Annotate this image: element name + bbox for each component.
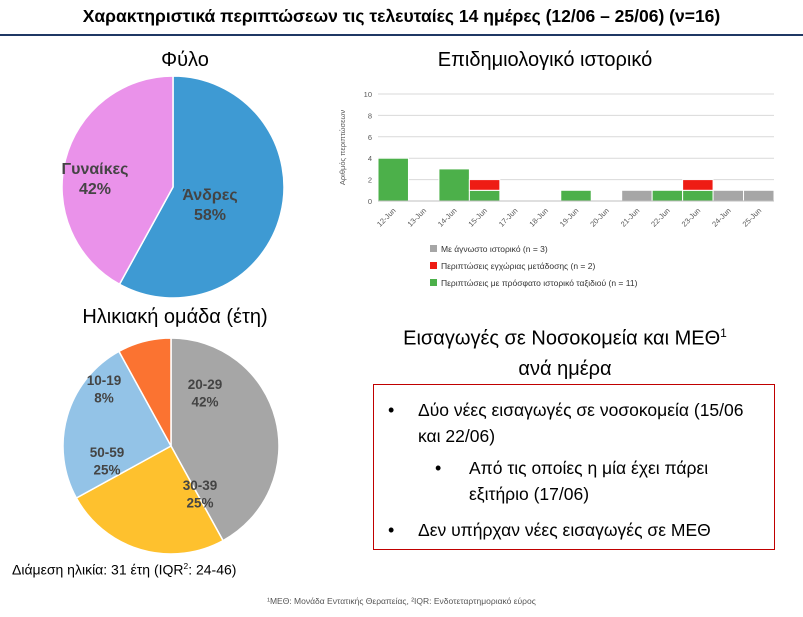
age-pie-label-4: 10-19 <box>87 373 122 388</box>
age-pie-slice-1 <box>170 337 280 542</box>
age-chart-title: Ηλικιακή ομάδα (έτη) <box>82 306 268 328</box>
epi-legend-swatch-2 <box>430 262 437 269</box>
epi-bar-chart: 0 2 4 6 8 10 Αριθμός περιπτώσεων 12-Jun 13-Jun 14… <box>338 90 775 229</box>
admissions-sub-bullet: Από τις οποίες η μία έχει πάρει εξιτήριο… <box>469 458 709 504</box>
epi-legend-swatch-1 <box>430 245 437 252</box>
epi-legend-label-1: Με άγνωστο ιστορικό (n = 3) <box>441 244 548 254</box>
epi-bar-1-19-Jun <box>560 189 592 202</box>
age-pie-value-label-1: 42% <box>191 395 218 410</box>
epi-bar-2-15-Jun <box>468 179 501 191</box>
epi-bar-1-14-Jun <box>438 168 470 202</box>
admissions-box: • Δύο νέες εισαγωγές σε νοσοκομεία (15/0… <box>373 384 775 550</box>
age-pie-label-3: 50-59 <box>90 445 125 460</box>
median-age-range: : 24-46) <box>188 561 237 578</box>
footnote: ¹ΜΕΘ: Μονάδα Εντατικής Θεραπείας, ²IQR: … <box>267 596 536 606</box>
age-pie-value-label-3: 25% <box>93 463 120 478</box>
epi-xtick-12-Jun: 12-Jun <box>375 206 398 229</box>
title-divider <box>0 34 803 36</box>
epi-legend-label-3: Περιπτώσεις με πρόσφατο ιστορικό ταξιδιο… <box>441 278 638 288</box>
epi-ytick-1: 0 <box>368 197 372 206</box>
epi-bar-2-23-Jun <box>682 179 714 191</box>
epi-ytick-6: 10 <box>364 90 372 99</box>
admissions-title: Εισαγωγές σε Νοσοκομεία και ΜΕΘ1 ανά ημέρ… <box>390 318 740 384</box>
sex-pie-value-label-2: 42% <box>79 181 111 198</box>
epi-chart-title: Επιδημιολογικό ιστορικό <box>437 49 653 71</box>
epi-bar-3-25-Jun <box>743 189 775 202</box>
sex-chart-title: Φύλο <box>161 49 209 71</box>
age-pie-label-2: 30-39 <box>183 478 218 493</box>
page-title: Χαρακτηριστικά περιπτώσεων τις τελευταίε… <box>82 6 721 26</box>
epi-xtick-21-Jun: 21-Jun <box>619 206 642 229</box>
epi-xtick-19-Jun: 19-Jun <box>558 206 581 229</box>
epi-xtick-15-Jun: 15-Jun <box>466 206 489 229</box>
bullet-dot-2: • <box>388 520 395 540</box>
sex-pie-slice-1 <box>118 76 285 299</box>
epi-ytick-4: 6 <box>368 133 372 142</box>
epi-xtick-25-Jun: 25-Jun <box>741 206 764 229</box>
epi-xtick-14-Jun: 14-Jun <box>436 206 459 229</box>
age-pie-value-label-4: 8% <box>94 391 114 406</box>
age-pie-slice-2 <box>75 444 225 555</box>
epi-legend: Με άγνωστο ιστορικό (n = 3) Περιπτώσεις ε… <box>430 244 760 294</box>
admissions-bullet-1: Δύο νέες εισαγωγές σε νοσοκομεία (15/06 … <box>418 400 744 446</box>
epi-y-axis-label: Αριθμός περιπτώσεων <box>338 110 347 185</box>
epi-ytick-2: 2 <box>368 176 372 185</box>
epi-xtick-18-Jun: 18-Jun <box>527 206 550 229</box>
epi-legend-swatch-3 <box>430 279 437 286</box>
epi-bar-3-21-Jun <box>621 189 653 202</box>
age-pie-label-1: 20-29 <box>188 377 223 392</box>
admissions-title-line1: Εισαγωγές σε Νοσοκομεία και ΜΕΘ <box>403 327 721 350</box>
epi-xtick-24-Jun: 24-Jun <box>710 206 733 229</box>
bullet-dot-sub: • <box>435 458 442 478</box>
epi-bar-1-22-Jun <box>651 189 684 202</box>
median-age-text: Διάμεση ηλικία: 31 έτη (IQR2: 24-46) <box>12 561 236 578</box>
epi-bar-1-15-Jun <box>468 189 501 202</box>
epi-ytick-3: 4 <box>368 154 372 163</box>
epi-xtick-23-Jun: 23-Jun <box>680 206 703 229</box>
sex-pie-value-label-1: 58% <box>194 207 226 224</box>
epi-legend-item-2: Περιπτώσεις εγχώριας μετάδοσης (n = 2) <box>430 261 595 271</box>
median-age-label: Διάμεση ηλικία: 31 έτη (IQR <box>12 561 184 578</box>
sex-pie-chart: Άνδρες 58% Γυναίκες 42% <box>61 76 285 299</box>
age-pie-value-label-2: 25% <box>186 496 213 511</box>
admissions-bullet-2: Δεν υπήρχαν νέες εισαγωγές σε ΜΕΘ <box>418 520 711 540</box>
age-pie-slice-4 <box>117 337 172 447</box>
age-pie-chart: 20-29 42% 30-39 25% 50-59 25% 10-19 8% <box>62 337 280 555</box>
epi-legend-label-2: Περιπτώσεις εγχώριας μετάδοσης (n = 2) <box>441 261 596 271</box>
sex-pie-label-1: Άνδρες <box>182 187 237 204</box>
epi-legend-item-1: Με άγνωστο ιστορικό (n = 3) <box>430 244 548 254</box>
bullet-dot-1: • <box>388 400 395 420</box>
epi-legend-item-3: Περιπτώσεις με πρόσφατο ιστορικό ταξιδιο… <box>430 278 637 288</box>
title-bar: Χαρακτηριστικά περιπτώσεων τις τελευταίε… <box>0 0 803 34</box>
sex-pie-label-2: Γυναίκες <box>62 161 129 178</box>
epi-bar-1-12-Jun <box>377 157 409 202</box>
age-pie-slice-3 <box>62 350 173 500</box>
epi-xtick-20-Jun: 20-Jun <box>588 206 611 229</box>
median-age-superscript: 2 <box>183 561 189 571</box>
epi-xtick-17-Jun: 17-Jun <box>497 206 520 229</box>
epi-xtick-13-Jun: 13-Jun <box>406 206 429 229</box>
epi-bar-3-24-Jun <box>712 189 745 202</box>
epi-ytick-5: 8 <box>368 111 372 120</box>
admissions-title-line2: ανά ημέρα <box>518 357 612 380</box>
sex-pie-slice-2 <box>61 76 174 286</box>
admissions-title-superscript: 1 <box>720 326 727 340</box>
epi-bar-1-23-Jun <box>682 189 714 202</box>
epi-xtick-22-Jun: 22-Jun <box>649 206 672 229</box>
